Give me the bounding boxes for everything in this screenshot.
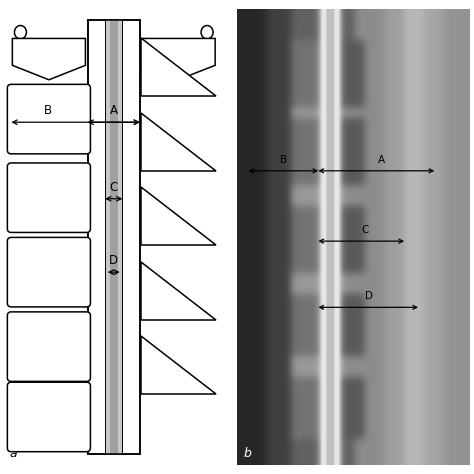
Polygon shape xyxy=(141,336,216,394)
FancyBboxPatch shape xyxy=(8,84,91,154)
Text: A: A xyxy=(110,104,118,117)
Ellipse shape xyxy=(14,26,27,39)
Polygon shape xyxy=(12,38,85,80)
Text: B: B xyxy=(280,155,287,164)
Text: A: A xyxy=(377,155,384,164)
Polygon shape xyxy=(141,262,216,320)
FancyBboxPatch shape xyxy=(8,382,91,452)
Polygon shape xyxy=(141,38,215,80)
Text: D: D xyxy=(365,291,374,301)
Polygon shape xyxy=(141,38,216,96)
Text: D: D xyxy=(109,254,118,267)
Polygon shape xyxy=(141,113,216,171)
Text: C: C xyxy=(361,225,368,235)
Text: C: C xyxy=(109,181,118,193)
Bar xyxy=(105,20,122,454)
Text: b: b xyxy=(244,447,252,460)
Bar xyxy=(110,20,118,454)
FancyBboxPatch shape xyxy=(8,312,91,382)
FancyBboxPatch shape xyxy=(8,163,91,232)
Text: a: a xyxy=(9,447,17,460)
FancyBboxPatch shape xyxy=(8,237,91,307)
Bar xyxy=(88,20,140,454)
Text: B: B xyxy=(44,104,53,117)
Ellipse shape xyxy=(201,26,213,39)
Polygon shape xyxy=(141,187,216,245)
